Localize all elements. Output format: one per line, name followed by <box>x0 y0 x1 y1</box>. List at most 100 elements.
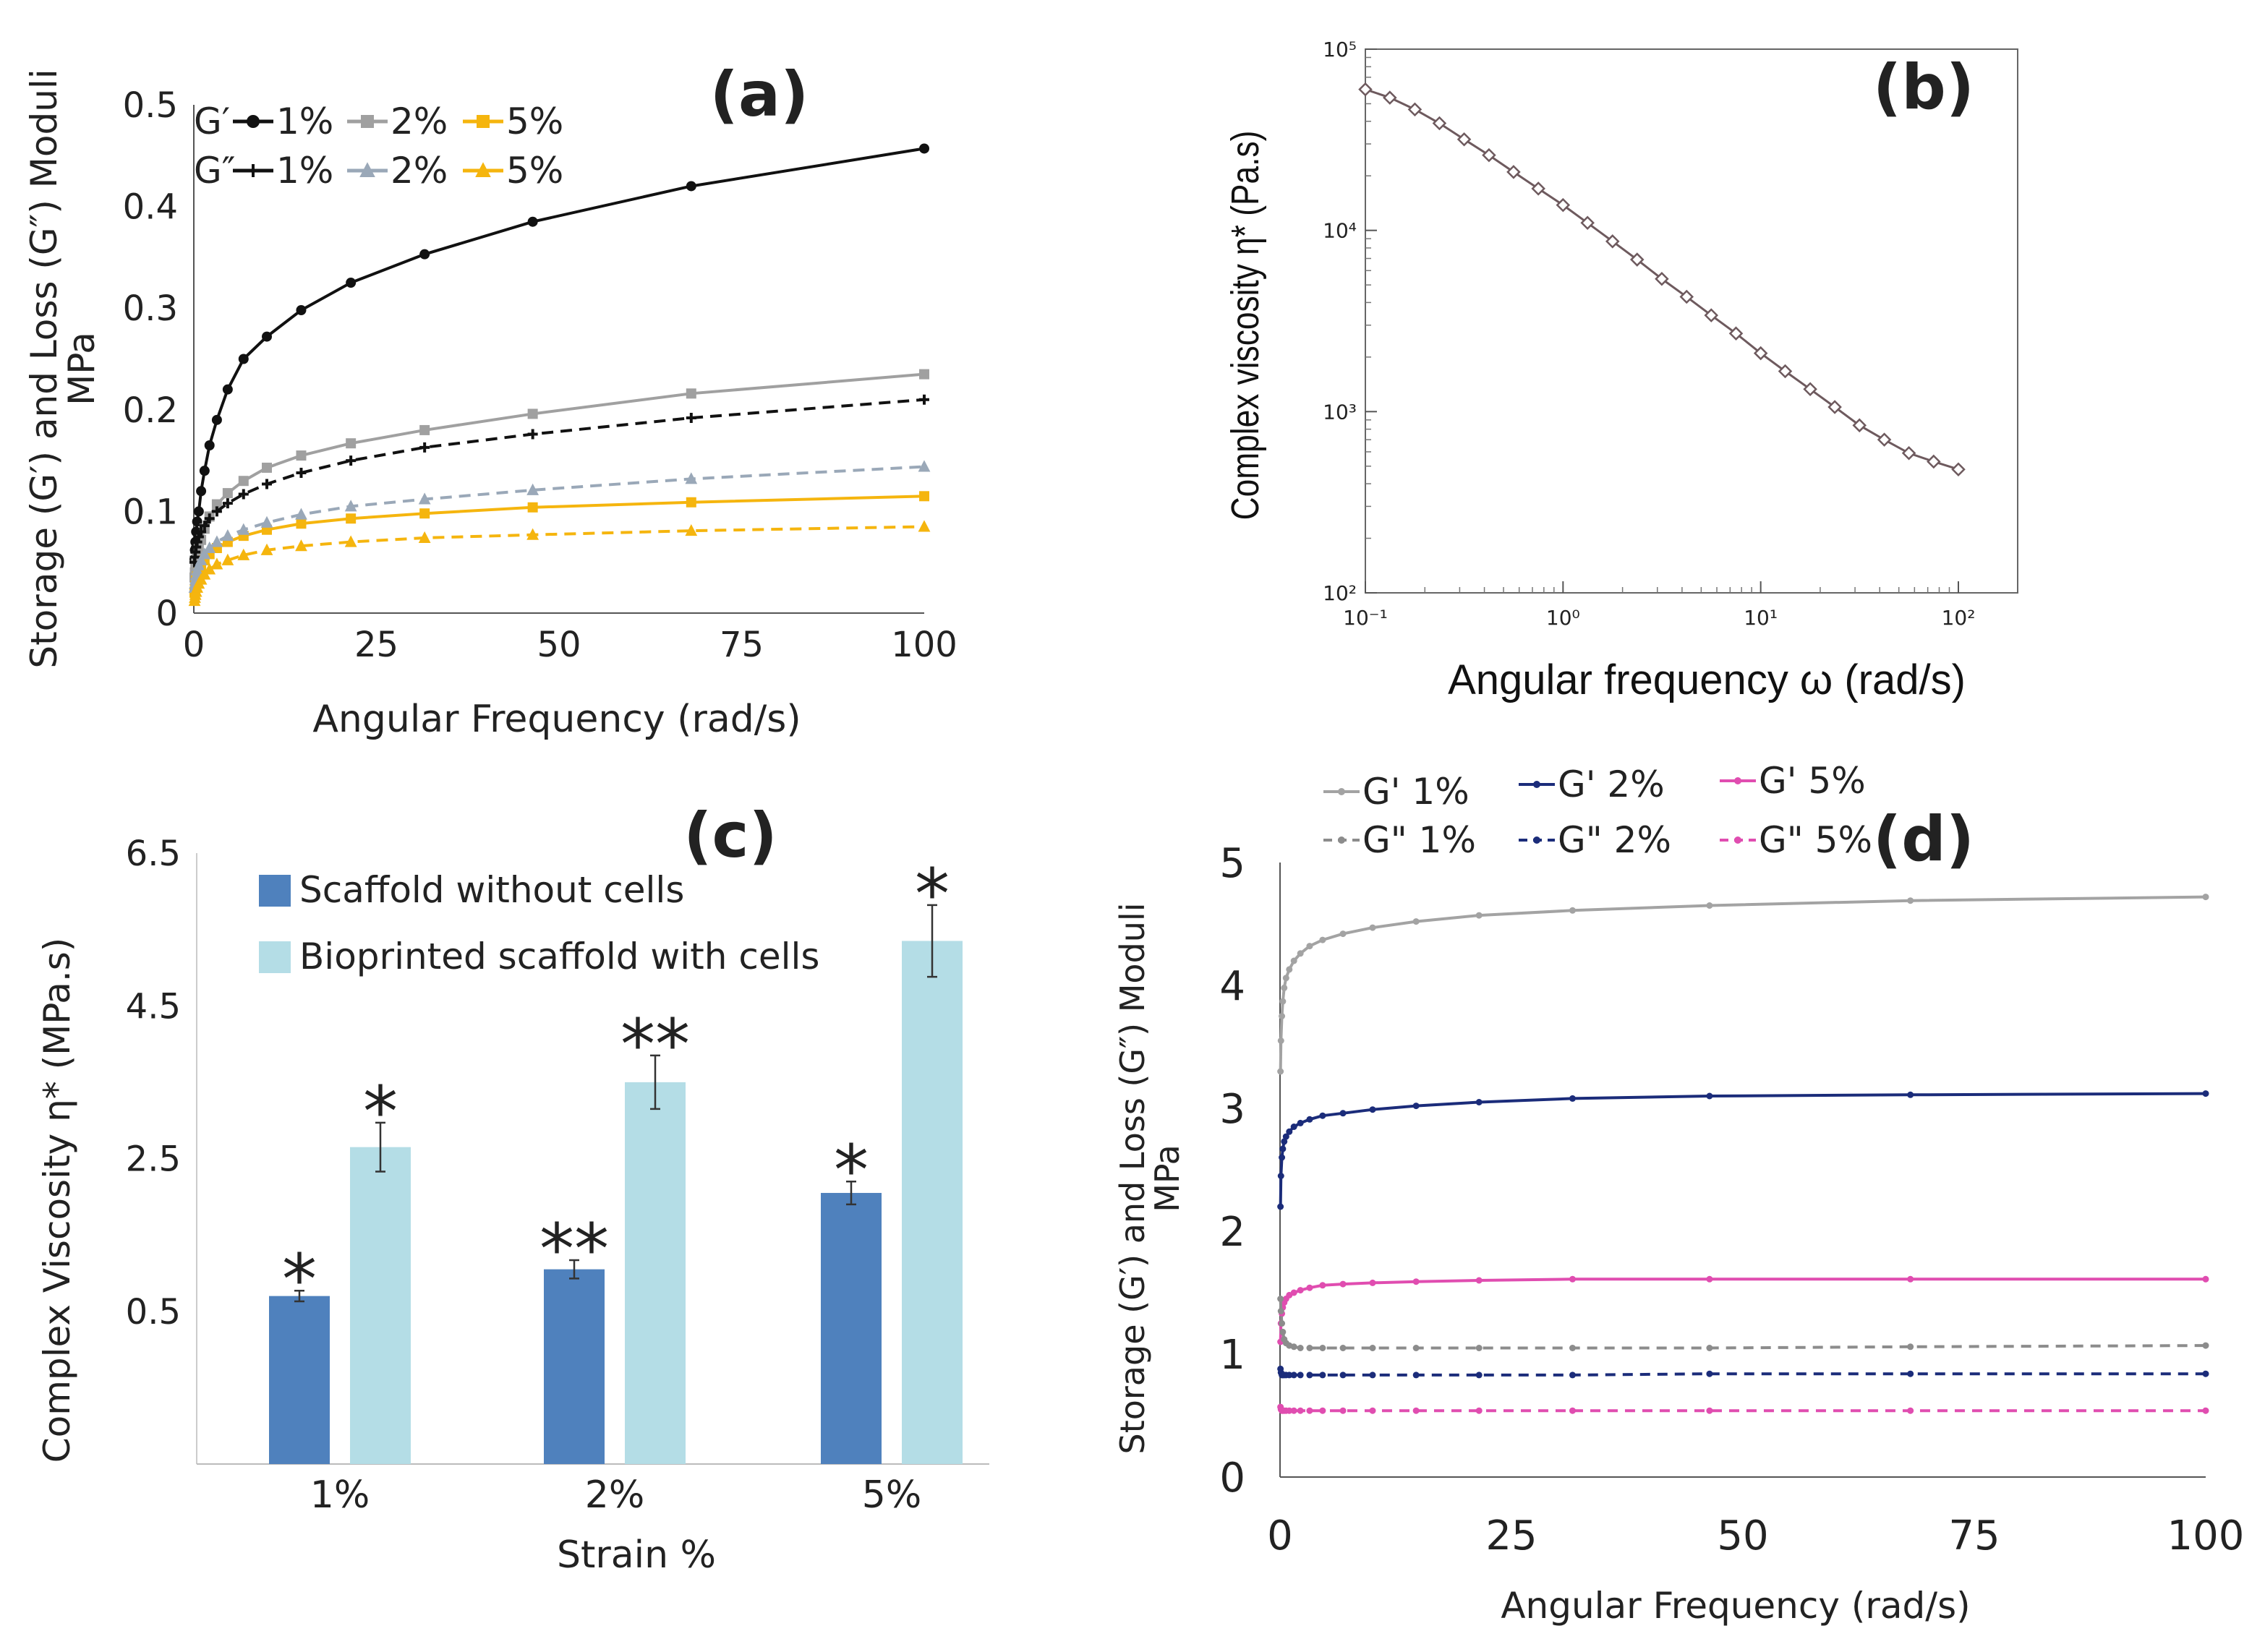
data-point <box>221 529 234 542</box>
data-point <box>1369 924 1376 931</box>
data-point <box>418 531 431 543</box>
panel-d-y-tick-label: 1 <box>1219 1332 1245 1379</box>
panel-c-x-tick-label: 5% <box>862 1473 922 1517</box>
data-point <box>1297 1407 1304 1414</box>
panel-d-series <box>1277 894 2209 1414</box>
data-point <box>2202 1342 2209 1349</box>
data-point <box>222 384 233 395</box>
legend-entry-label: 5% <box>506 150 563 192</box>
data-point <box>1569 1371 1576 1379</box>
data-point <box>260 515 273 528</box>
data-point <box>919 394 929 405</box>
significance-marker: * <box>915 854 950 935</box>
data-point <box>1306 943 1313 950</box>
data-point <box>295 539 307 552</box>
data-point <box>1531 181 1545 196</box>
data-point <box>527 429 538 440</box>
data-point <box>1319 1407 1326 1414</box>
series-line-gpp-1 <box>193 398 925 562</box>
significance-marker: * <box>834 1130 869 1211</box>
legend-swatch-marker <box>247 115 260 128</box>
data-point <box>1279 1145 1287 1152</box>
data-point <box>1907 1275 1914 1283</box>
data-point <box>1907 1370 1914 1377</box>
data-point <box>526 483 539 495</box>
series-line <box>1279 1092 2206 1207</box>
data-point <box>418 492 431 505</box>
data-point <box>1475 912 1483 919</box>
data-point <box>685 524 698 536</box>
panel-d-ylabel-line1: Storage (G′) and Loss (G″) Moduli <box>1113 903 1152 1455</box>
panel-d-y-tick-label: 2 <box>1219 1209 1245 1256</box>
data-point <box>1290 1407 1297 1414</box>
data-point <box>211 506 222 517</box>
significance-marker: * <box>363 1071 398 1152</box>
data-point <box>1290 957 1297 964</box>
data-point <box>2202 1090 2209 1097</box>
data-point <box>527 502 538 513</box>
panel-d: (d) Storage (G′) and Loss (G″) Moduli MP… <box>1113 760 2244 1627</box>
data-point <box>222 498 233 509</box>
data-point <box>260 543 273 555</box>
data-point <box>211 414 222 425</box>
legend-swatch <box>259 875 291 907</box>
data-point <box>1475 1371 1483 1379</box>
data-point <box>1704 308 1719 322</box>
data-point <box>2202 1407 2209 1414</box>
panel-c: (c) Complex Viscosity η* (MPa.s) Strain … <box>36 800 989 1577</box>
data-point <box>193 506 204 517</box>
data-point <box>1290 1124 1297 1130</box>
data-point <box>1290 1289 1297 1296</box>
data-point <box>262 479 272 489</box>
data-point <box>1679 289 1694 304</box>
data-point <box>296 450 307 461</box>
data-point <box>1580 215 1595 231</box>
data-point <box>1369 1371 1376 1379</box>
error-bar <box>375 1121 385 1173</box>
data-point <box>1319 1282 1326 1289</box>
data-point <box>1290 1371 1297 1379</box>
data-point <box>1506 165 1521 179</box>
data-point <box>1290 1343 1297 1351</box>
data-point <box>1569 1407 1576 1414</box>
legend-entry-label: G" 5% <box>1759 819 1872 861</box>
panel-d-label: (d) <box>1873 803 1974 876</box>
legend-swatch <box>259 941 291 973</box>
data-point <box>1803 382 1817 397</box>
data-point <box>1339 1280 1347 1288</box>
panel-d-y-tick-label: 3 <box>1219 1086 1245 1133</box>
legend-entry-label: 5% <box>506 100 563 142</box>
data-point <box>1407 102 1422 117</box>
panel-b-x-axis-label: Angular frequency ω (rad/s) <box>1448 656 1966 703</box>
data-point <box>918 520 931 532</box>
data-point <box>1569 1345 1576 1351</box>
data-point <box>1306 1116 1313 1123</box>
data-point <box>419 249 430 260</box>
legend-row-g-double-prime-label: G″ <box>194 150 235 192</box>
data-point <box>1927 454 1941 469</box>
legend-entry-label: 2% <box>391 150 448 192</box>
data-point <box>1753 346 1768 361</box>
panel-a-x-tick-label: 25 <box>354 625 398 665</box>
data-point <box>346 278 357 288</box>
legend-entry-label: Scaffold without cells <box>299 869 684 911</box>
data-point <box>1339 1345 1347 1351</box>
data-point <box>296 518 307 529</box>
data-point <box>918 460 931 472</box>
data-point <box>1279 1320 1286 1327</box>
error-bar <box>927 904 937 978</box>
legend-swatch-marker <box>475 162 491 177</box>
data-point <box>192 536 202 547</box>
panel-a-y-tick-label: 0 <box>155 594 178 634</box>
panel-b: (b) Complex viscosity η* (Pa.s) Angular … <box>1224 38 2018 703</box>
data-point <box>1475 1099 1483 1105</box>
data-point <box>419 508 430 519</box>
data-point <box>686 497 696 508</box>
series-line <box>1279 1369 2206 1377</box>
panel-b-x-tick-label: 10⁰ <box>1546 606 1580 630</box>
panel-b-y-tick-label: 10⁴ <box>1323 219 1357 243</box>
data-point <box>1907 1343 1914 1351</box>
panel-c-x-tick-label: 2% <box>585 1473 645 1517</box>
data-point <box>1339 1371 1347 1379</box>
data-point <box>1569 1095 1576 1102</box>
